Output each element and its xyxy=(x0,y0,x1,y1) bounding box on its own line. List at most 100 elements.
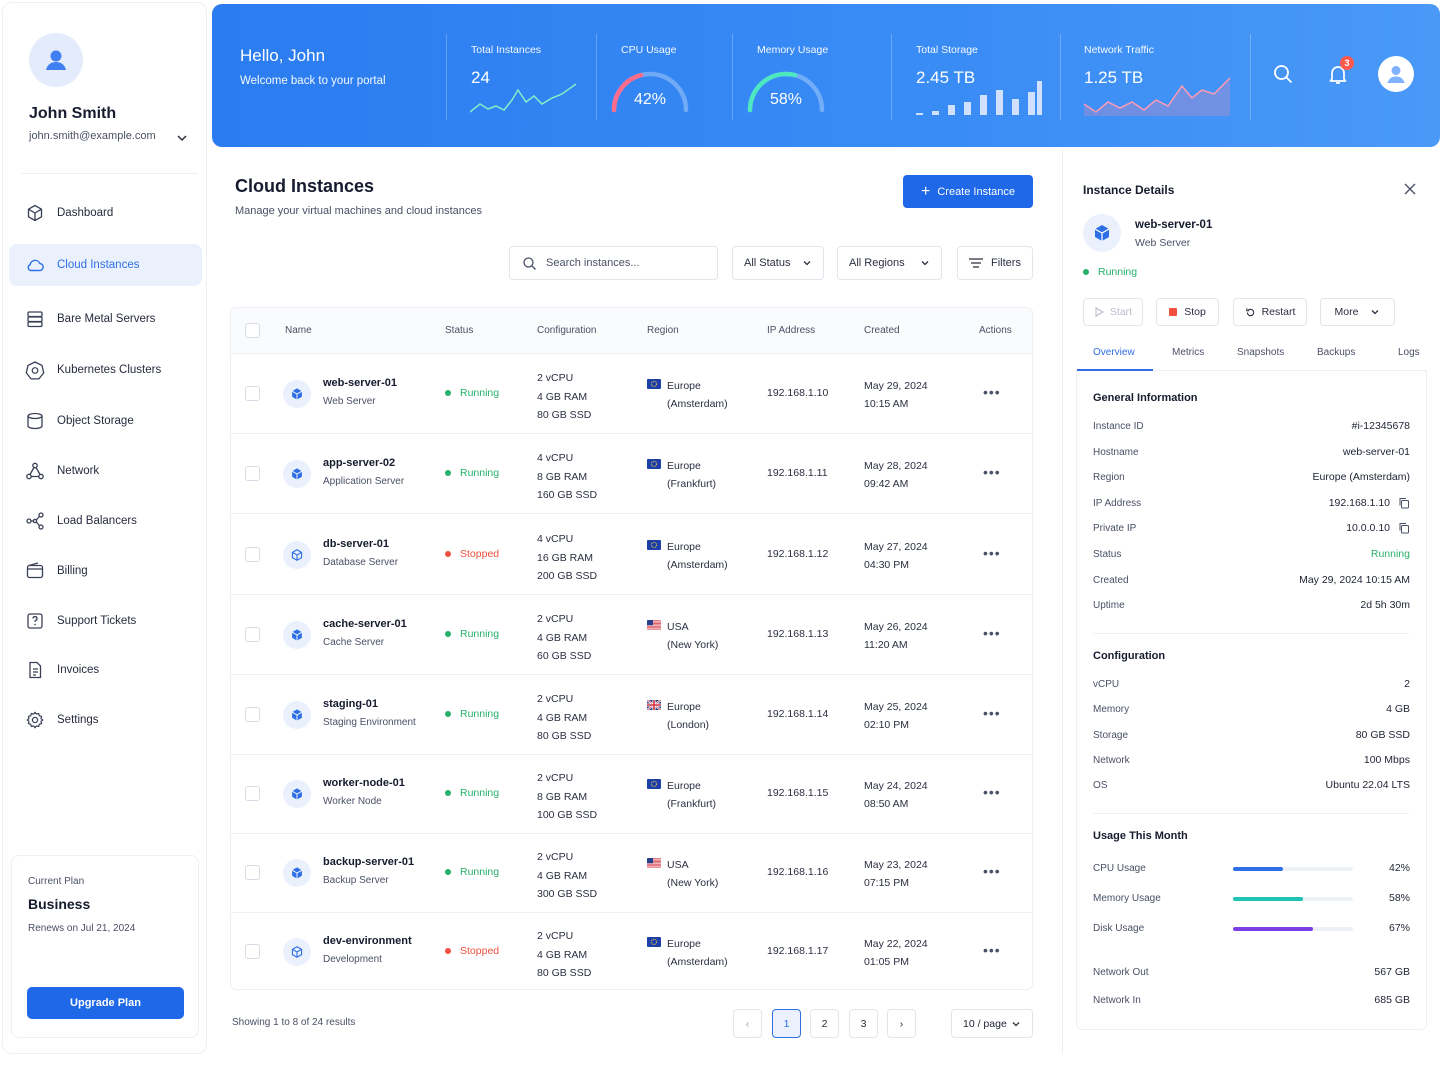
row-checkbox[interactable] xyxy=(245,627,260,642)
region-filter-dropdown[interactable]: All Regions xyxy=(837,246,942,280)
bell-icon[interactable] xyxy=(1326,62,1350,86)
column-header[interactable]: Name xyxy=(285,325,312,336)
page-button[interactable]: 3 xyxy=(849,1009,878,1038)
sidebar-item-dashboard[interactable]: Dashboard xyxy=(9,192,202,234)
detail-value-text: 2 xyxy=(1404,678,1410,690)
column-header[interactable]: Created xyxy=(864,325,900,336)
detail-value-text: 100 Mbps xyxy=(1363,753,1410,766)
instance-name[interactable]: staging-01 xyxy=(323,698,379,710)
instance-name[interactable]: web-server-01 xyxy=(323,377,397,389)
row-checkbox[interactable] xyxy=(245,786,260,801)
row-checkbox[interactable] xyxy=(245,707,260,722)
tab-backups[interactable]: Backups xyxy=(1317,347,1356,358)
tab-logs[interactable]: Logs xyxy=(1398,347,1420,358)
more-actions-icon[interactable]: ••• xyxy=(983,942,1001,958)
copy-icon[interactable] xyxy=(1398,522,1410,534)
select-all-checkbox[interactable] xyxy=(245,323,260,338)
more-actions-icon[interactable]: ••• xyxy=(983,863,1001,879)
sidebar-item-kubernetes-clusters[interactable]: Kubernetes Clusters xyxy=(9,349,202,391)
table-row[interactable]: app-server-02 Application Server Running 4 … xyxy=(231,434,1032,514)
table-row[interactable]: staging-01 Staging Environment Running 2 vC… xyxy=(231,675,1032,755)
column-header[interactable]: IP Address xyxy=(767,325,816,336)
page-button[interactable]: 1 xyxy=(772,1009,801,1038)
row-checkbox[interactable] xyxy=(245,466,260,481)
instance-name[interactable]: app-server-02 xyxy=(323,457,396,469)
page-button[interactable]: 2 xyxy=(810,1009,839,1038)
sidebar-item-cloud-instances[interactable]: Cloud Instances xyxy=(9,244,202,286)
next-page-button[interactable]: › xyxy=(887,1009,916,1038)
wallet-icon xyxy=(26,562,44,579)
sidebar-item-load-balancers[interactable]: Load Balancers xyxy=(9,500,202,542)
divider xyxy=(1060,34,1061,120)
column-header[interactable]: Status xyxy=(445,325,474,336)
more-actions-icon[interactable]: ••• xyxy=(983,464,1001,480)
status-filter-dropdown[interactable]: All Status xyxy=(732,246,824,280)
chevron-down-icon[interactable] xyxy=(175,131,189,145)
filters-button[interactable]: Filters xyxy=(957,246,1033,280)
create-instance-button[interactable]: + Create Instance xyxy=(903,175,1033,208)
row-checkbox[interactable] xyxy=(245,865,260,880)
instance-name[interactable]: db-server-01 xyxy=(323,538,390,550)
tab-snapshots[interactable]: Snapshots xyxy=(1237,347,1285,358)
sidebar-item-label: Cloud Instances xyxy=(57,259,140,271)
column-header[interactable]: Configuration xyxy=(537,325,597,336)
details-title: Instance Details xyxy=(1083,183,1175,197)
more-actions-icon[interactable]: ••• xyxy=(983,784,1001,800)
sidebar-item-label: Bare Metal Servers xyxy=(57,313,156,325)
user-avatar[interactable] xyxy=(29,33,83,87)
region-city: (Amsterdam) xyxy=(667,956,728,968)
upgrade-plan-button[interactable]: Upgrade Plan xyxy=(27,987,184,1019)
table-row[interactable]: backup-server-01 Backup Server Running 2 vC… xyxy=(231,833,1032,913)
sidebar-item-support-tickets[interactable]: Support Tickets xyxy=(9,600,202,642)
sidebar-item-invoices[interactable]: Invoices xyxy=(9,649,202,691)
instances-table: Name Status Configuration Region IP Addr… xyxy=(230,307,1033,990)
stop-button[interactable]: Stop xyxy=(1156,298,1219,326)
created-date: May 27, 2024 xyxy=(864,541,928,553)
status-text: Running xyxy=(460,787,500,799)
more-actions-icon[interactable]: ••• xyxy=(983,545,1001,561)
per-page-value: 10 / page xyxy=(963,1017,1007,1030)
per-page-select[interactable]: 10 / page xyxy=(951,1009,1033,1038)
instance-name: web-server-01 xyxy=(1135,219,1213,231)
table-row[interactable]: dev-environment Development Stopped 2 vCPU 4… xyxy=(231,912,1032,989)
region-name: Europe xyxy=(667,541,701,553)
search-input[interactable]: Search instances... xyxy=(509,246,718,280)
instance-name[interactable]: dev-environment xyxy=(323,935,412,947)
table-row[interactable]: web-server-01 Web Server Running 2 vCPU 4 GB… xyxy=(231,354,1032,434)
more-actions-icon[interactable]: ••• xyxy=(983,625,1001,641)
row-checkbox[interactable] xyxy=(245,547,260,562)
table-row[interactable]: worker-node-01 Worker Node Running 2 vCPU 8 … xyxy=(231,754,1032,834)
row-checkbox[interactable] xyxy=(245,386,260,401)
sidebar-item-network[interactable]: Network xyxy=(9,450,202,492)
tab-overview[interactable]: Overview xyxy=(1093,347,1135,358)
profile-avatar[interactable] xyxy=(1378,56,1414,92)
sidebar-item-billing[interactable]: Billing xyxy=(9,550,202,592)
column-header[interactable]: Region xyxy=(647,325,679,336)
row-checkbox[interactable] xyxy=(245,944,260,959)
chevron-right-icon: › xyxy=(899,1017,904,1030)
config-disk: 80 GB SSD xyxy=(537,409,592,421)
search-icon[interactable] xyxy=(1271,62,1295,86)
sidebar-item-object-storage[interactable]: Object Storage xyxy=(9,400,202,442)
table-row[interactable]: cache-server-01 Cache Server Running 2 vCPU… xyxy=(231,595,1032,675)
table-row[interactable]: db-server-01 Database Server Stopped 4 vCPU… xyxy=(231,515,1032,595)
region-flag xyxy=(647,379,661,389)
copy-icon[interactable] xyxy=(1398,497,1410,509)
region: Europe (London) xyxy=(667,698,709,734)
more-actions-icon[interactable]: ••• xyxy=(983,705,1001,721)
sidebar-item-settings[interactable]: Settings xyxy=(9,699,202,741)
instance-name[interactable]: backup-server-01 xyxy=(323,856,415,868)
more-actions-button[interactable]: More xyxy=(1320,298,1395,326)
instance-name[interactable]: cache-server-01 xyxy=(323,618,407,630)
region-city: (Frankfurt) xyxy=(667,478,717,490)
instance-name[interactable]: worker-node-01 xyxy=(323,777,405,789)
start-button[interactable]: Start xyxy=(1083,298,1143,326)
plus-icon: + xyxy=(921,182,931,200)
prev-page-button[interactable]: ‹ xyxy=(733,1009,762,1038)
sidebar-item-bare-metal-servers[interactable]: Bare Metal Servers xyxy=(9,298,202,340)
restart-button[interactable]: Restart xyxy=(1233,298,1307,326)
tab-metrics[interactable]: Metrics xyxy=(1172,347,1205,358)
close-icon[interactable] xyxy=(1402,181,1418,197)
created-time: 02:10 PM xyxy=(864,719,909,731)
more-actions-icon[interactable]: ••• xyxy=(983,384,1001,400)
